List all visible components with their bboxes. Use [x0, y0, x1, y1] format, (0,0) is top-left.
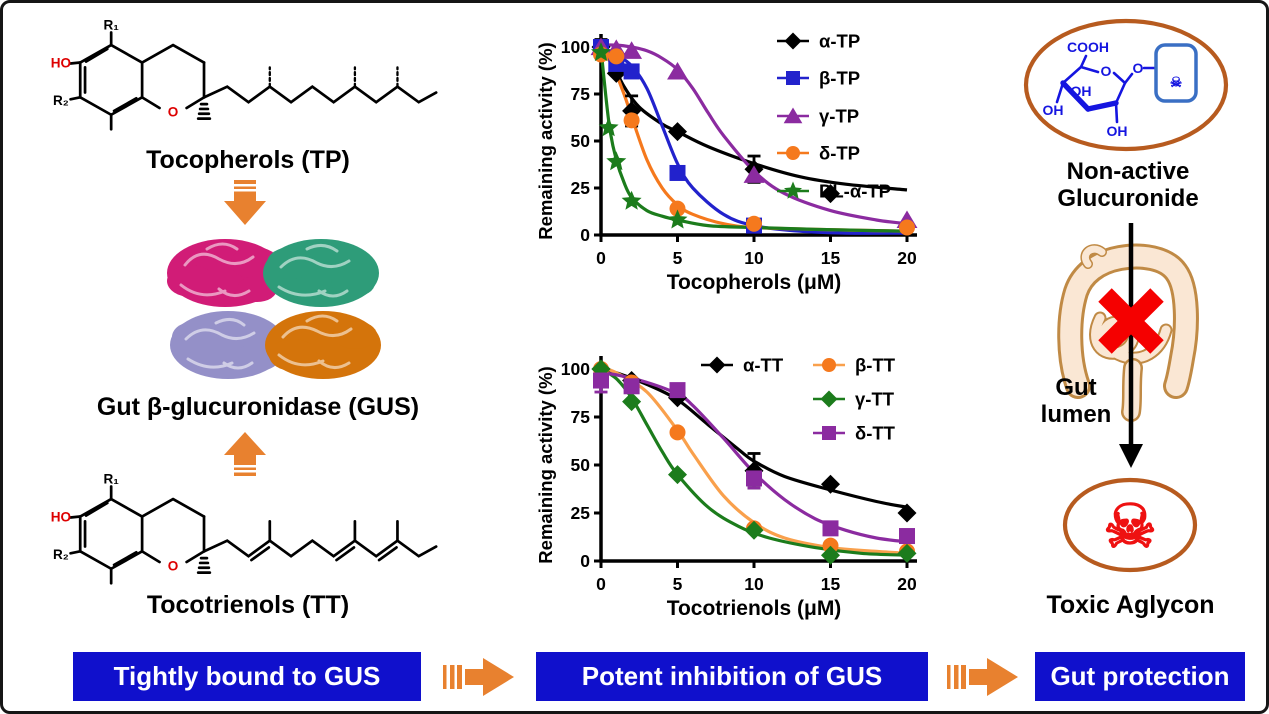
svg-text:25: 25	[571, 178, 591, 198]
svg-text:Tocotrienols (μM): Tocotrienols (μM)	[667, 597, 842, 620]
svg-text:γ-TT: γ-TT	[855, 389, 895, 410]
oh-label: OH	[1107, 123, 1128, 139]
red-x-icon	[1098, 288, 1164, 354]
svg-text:α-TP: α-TP	[819, 31, 860, 52]
svg-text:δ-TT: δ-TT	[855, 423, 896, 444]
r1-label: R₁	[103, 19, 119, 33]
svg-text:100: 100	[561, 359, 590, 379]
ring-oxygen-label: O	[1101, 63, 1112, 79]
svg-text:75: 75	[571, 84, 591, 104]
down-block-arrow-icon	[224, 180, 266, 225]
tocopherols-chart: 0 25 50 75 100 0 5 10 15 20 Tocopherols (μM) Remain…	[535, 15, 937, 307]
hydroxyl-label: HO	[51, 55, 71, 70]
gut-lumen-line2: lumen	[1040, 400, 1112, 428]
gus-subunit-lavender	[170, 311, 286, 379]
cooh-label: COOH	[1067, 39, 1109, 55]
up-block-arrow-icon	[224, 432, 266, 476]
tocopherols-label: Tocopherols (TP)	[146, 146, 350, 174]
svg-text:Tocopherols (μM): Tocopherols (μM)	[667, 271, 842, 294]
tocotrienols-label: Tocotrienols (TT)	[146, 591, 350, 619]
gus-subunit-magenta	[167, 239, 283, 307]
svg-text:10: 10	[744, 574, 764, 594]
svg-text:25: 25	[571, 503, 591, 523]
skull-icon: ☠	[1103, 493, 1157, 560]
svg-text:100: 100	[561, 37, 590, 57]
glucuronide-label: Non-active Glucuronide	[1023, 158, 1233, 213]
hydroxyl-label: HO	[51, 509, 71, 524]
svg-text:0: 0	[596, 574, 606, 594]
gus-protein	[167, 239, 381, 379]
banner-tightly-bound: Tightly bound to GUS	[73, 652, 421, 701]
banner-potent-inhibition: Potent inhibition of GUS	[536, 652, 928, 701]
gus-subunit-orange	[265, 311, 381, 379]
oh-label: OH	[1043, 102, 1064, 118]
svg-text:DL-α-TP: DL-α-TP	[819, 181, 891, 202]
ring-oxygen-label: O	[168, 559, 179, 574]
gut-lumen-panel	[1057, 223, 1199, 468]
r2-label: R₂	[53, 93, 69, 108]
oh-label: OH	[1071, 83, 1092, 99]
svg-text:20: 20	[897, 574, 917, 594]
svg-text:50: 50	[571, 131, 591, 151]
svg-text:5: 5	[673, 574, 683, 594]
gus-label: Gut β-glucuronidase (GUS)	[96, 393, 420, 421]
gut-flow-arrowhead	[1119, 444, 1143, 468]
svg-text:50: 50	[571, 455, 591, 475]
glucuronide-oval: COOH O O OH OH OH ☠	[1023, 18, 1229, 152]
svg-text:5: 5	[673, 248, 683, 268]
gut-lumen-line1: Gut	[1055, 374, 1097, 401]
r1-label: R₁	[103, 473, 119, 487]
skull-icon: ☠	[1170, 74, 1183, 90]
svg-text:0: 0	[596, 248, 606, 268]
glucuronide-label-line2: Glucuronide	[1057, 184, 1199, 212]
svg-text:δ-TP: δ-TP	[819, 143, 860, 164]
tocotrienol-structure: HO R₁ R₂ O	[51, 473, 438, 585]
svg-text:20: 20	[897, 248, 917, 268]
svg-text:β-TT: β-TT	[855, 355, 896, 376]
flow-arrow-icon	[443, 658, 514, 696]
ring-oxygen-label: O	[168, 105, 179, 120]
glucuronide-label-line1: Non-active	[1066, 158, 1190, 185]
banner-gut-protection: Gut protection	[1035, 652, 1245, 701]
svg-text:Remaining activity (%): Remaining activity (%)	[535, 366, 556, 563]
svg-text:α-TT: α-TT	[743, 355, 784, 376]
tocotrienols-chart: 0 25 50 75 100 0 5 10 15 20 Tocotrienols (μM) Remai…	[535, 339, 937, 631]
svg-text:75: 75	[571, 407, 591, 427]
svg-text:γ-TP: γ-TP	[819, 106, 859, 127]
gus-subunit-teal	[263, 239, 379, 307]
svg-text:Remaining activity (%): Remaining activity (%)	[535, 42, 556, 239]
flow-arrow-icon	[947, 658, 1018, 696]
svg-text:0: 0	[580, 551, 590, 571]
toxic-aglycon-oval: ☠	[1062, 477, 1198, 573]
toxin-box	[1154, 43, 1198, 103]
svg-text:15: 15	[821, 248, 841, 268]
svg-text:15: 15	[821, 574, 841, 594]
svg-text:β-TP: β-TP	[819, 68, 860, 89]
glycosidic-oxygen-label: O	[1133, 60, 1144, 76]
svg-text:0: 0	[580, 225, 590, 245]
svg-text:10: 10	[744, 248, 764, 268]
gut-lumen-label: Gut lumen	[1026, 374, 1126, 429]
r2-label: R₂	[53, 547, 69, 562]
tocopherol-structure: HO R₁ R₂ O	[51, 19, 438, 131]
toxic-aglycon-label: Toxic Aglycon	[1046, 591, 1215, 619]
